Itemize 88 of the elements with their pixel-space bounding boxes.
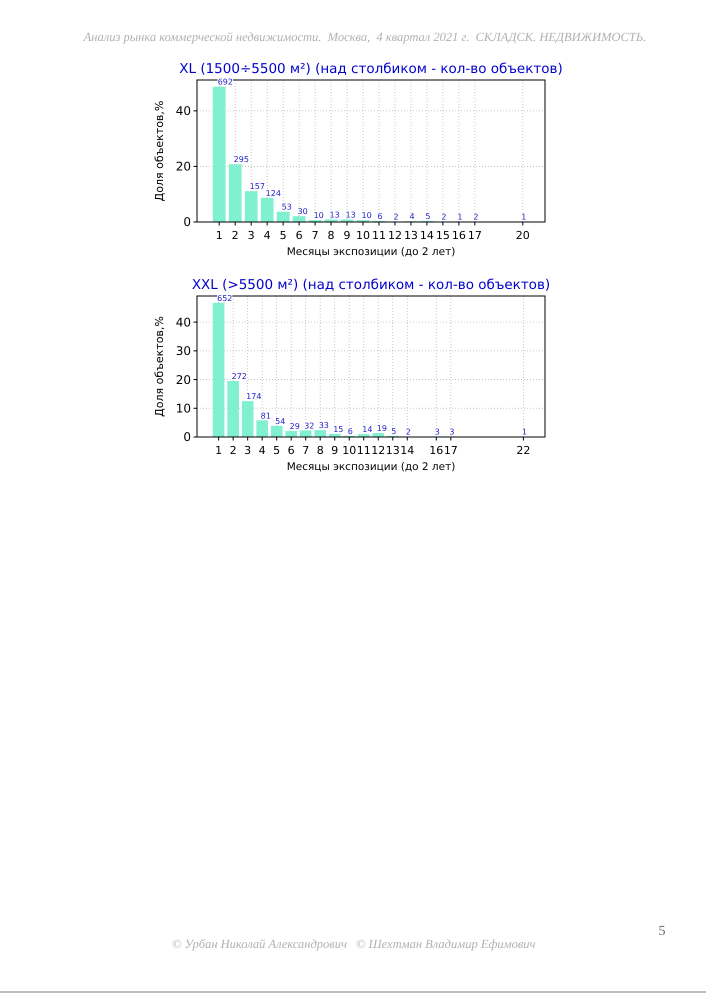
x-tick-label: 15 (436, 229, 450, 242)
x-axis-title: Месяцы экспозиции (до 2 лет) (286, 246, 456, 258)
chart-title: XL (1500÷5500 м²) (над столбиком - кол-во объектов) (179, 61, 563, 77)
x-tick-label: 17 (444, 444, 458, 457)
text: © Шехтман Владимир Ефимович (356, 937, 536, 951)
x-tick-label: 2 (232, 229, 239, 242)
annotation: 10 (314, 211, 324, 220)
annotation: 54 (275, 416, 286, 426)
chart-title: XXL (>5500 м²) (над столбиком - кол-во объектов) (192, 277, 550, 293)
x-tick-label: 13 (404, 229, 418, 242)
annotation: 4 (409, 212, 415, 222)
x-axis-title: Месяцы экспозиции (до 2 лет) (286, 461, 456, 473)
annotation: 6 (348, 426, 353, 436)
y-tick-label: 40 (176, 104, 191, 118)
x-tick-label: 14 (400, 444, 414, 457)
y-tick-label: 20 (176, 160, 191, 174)
x-tick-label: 16 (452, 229, 466, 242)
annotation: 32 (304, 421, 314, 430)
annotation: 19 (376, 424, 387, 433)
x-tick-label: 10 (356, 229, 370, 242)
text: © Урбан Николай Александрович (172, 937, 347, 951)
y-tick-label: 0 (183, 430, 191, 444)
y-tick-label: 10 (176, 401, 191, 416)
text: Анализ рынка коммерческой недвижимости. Москва, 4 квартал 2021 г. СКЛАДСК. НЕДВИЖИМОСТЬ. (82, 30, 646, 44)
annotation: 3 (434, 427, 440, 436)
annotation: 14 (362, 425, 372, 434)
annotation: 13 (346, 210, 356, 220)
text: 5 (658, 924, 666, 939)
x-tick-label: 4 (264, 229, 271, 242)
y-tick-label: 20 (176, 372, 191, 387)
x-tick-label: 16 (429, 444, 444, 457)
x-tick-label: 11 (356, 444, 371, 457)
x-tick-label: 12 (388, 229, 402, 242)
x-tick-label: 10 (342, 444, 356, 457)
x-tick-label: 13 (386, 444, 400, 457)
x-tick-label: 9 (344, 229, 351, 242)
y-tick-label: 40 (176, 315, 191, 330)
y-tick-label: 0 (183, 215, 191, 230)
x-tick-label: 6 (288, 444, 295, 457)
x-tick-label: 8 (316, 444, 324, 457)
x-tick-label: 1 (216, 229, 223, 242)
x-tick-label: 1 (215, 444, 222, 457)
annotation: 33 (318, 421, 329, 430)
annotation: 124 (266, 188, 281, 198)
x-tick-label: 9 (331, 444, 338, 457)
annotation: 29 (290, 422, 300, 431)
annotation: 3 (449, 427, 454, 436)
annotation: 1 (457, 212, 462, 222)
annotation: 157 (250, 182, 265, 192)
annotation: 15 (333, 424, 344, 434)
annotation: 1 (522, 428, 527, 437)
annotation: 2 (473, 212, 478, 222)
x-tick-label: 6 (296, 229, 303, 242)
annotation: 2 (406, 428, 411, 437)
annotation: 1 (521, 212, 526, 222)
x-tick-label: 8 (328, 229, 335, 242)
x-tick-label: 17 (468, 229, 482, 242)
annotation: 81 (260, 411, 271, 420)
annotation: 53 (282, 202, 292, 212)
x-tick-label: 7 (312, 229, 319, 242)
annotation: 2 (441, 212, 446, 222)
annotation: 692 (218, 78, 233, 87)
annotation: 30 (298, 207, 308, 216)
x-tick-label: 12 (371, 444, 386, 457)
annotation: 652 (217, 294, 232, 303)
annotation: 272 (232, 372, 247, 381)
y-axis-title: Доля объектов,% (153, 316, 166, 417)
annotation: 174 (246, 392, 262, 402)
annotation: 10 (362, 211, 372, 220)
x-tick-label: 3 (244, 444, 252, 457)
y-tick-label: 30 (176, 344, 191, 358)
annotation: 2 (393, 212, 399, 222)
annotation: 6 (377, 212, 383, 221)
x-tick-label: 20 (516, 229, 530, 242)
x-tick-label: 11 (372, 229, 386, 242)
x-tick-label: 22 (516, 444, 530, 457)
x-tick-label: 7 (302, 444, 310, 457)
y-axis-title: Доля объектов,% (153, 100, 166, 202)
x-tick-label: 2 (230, 444, 237, 457)
x-tick-label: 5 (273, 444, 280, 457)
x-tick-label: 3 (248, 229, 255, 242)
annotation: 13 (330, 210, 340, 220)
x-tick-label: 14 (420, 229, 434, 242)
annotation: 5 (425, 212, 431, 221)
x-tick-label: 4 (258, 444, 266, 457)
annotation: 5 (391, 426, 396, 436)
annotation: 295 (234, 155, 249, 164)
x-tick-label: 5 (280, 229, 287, 242)
